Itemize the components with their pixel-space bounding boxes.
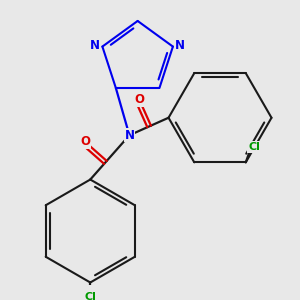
Text: Cl: Cl bbox=[84, 292, 96, 300]
Text: O: O bbox=[80, 135, 90, 148]
Text: O: O bbox=[134, 93, 144, 106]
Text: N: N bbox=[90, 39, 100, 52]
Text: N: N bbox=[124, 129, 134, 142]
Text: N: N bbox=[175, 39, 185, 52]
Text: Cl: Cl bbox=[248, 142, 260, 152]
